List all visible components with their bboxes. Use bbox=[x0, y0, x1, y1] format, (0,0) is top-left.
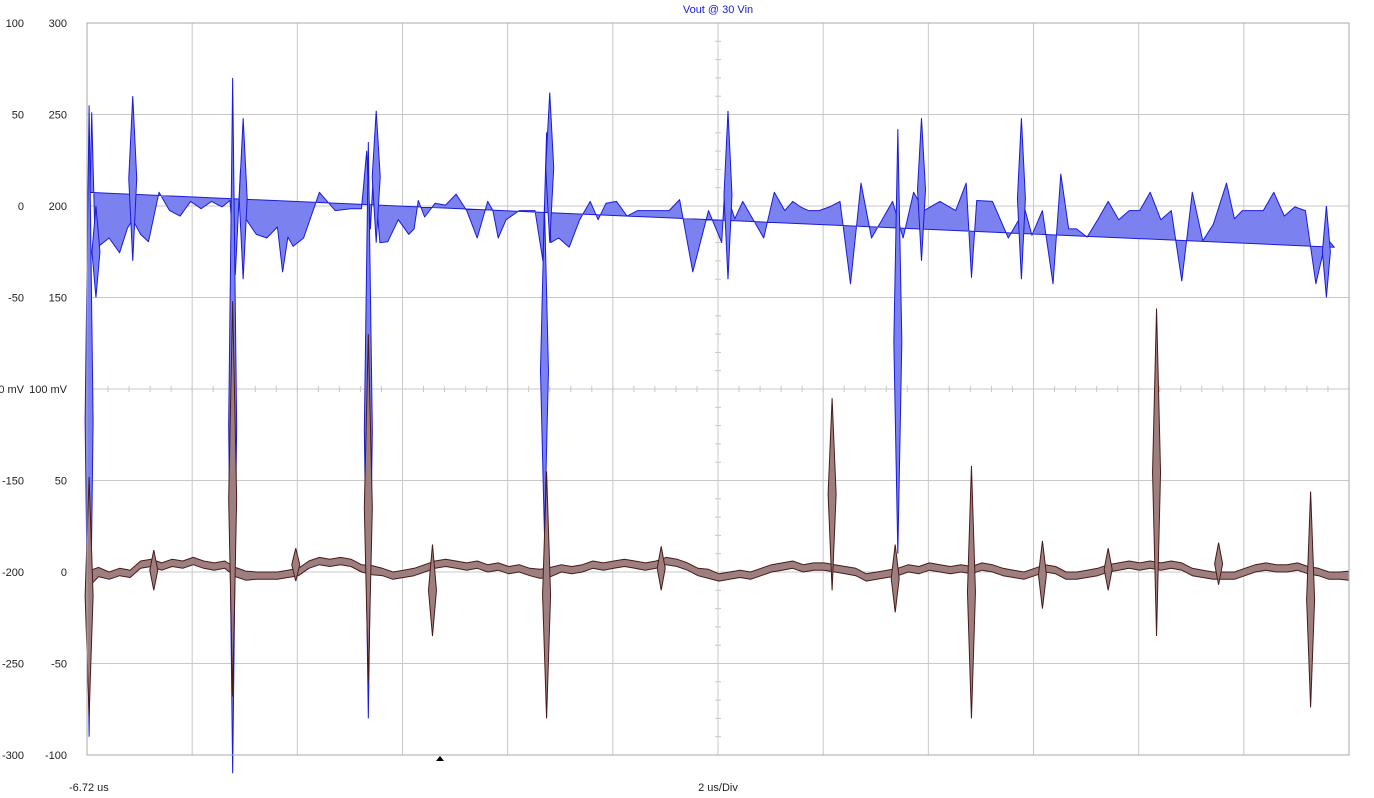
trace-spike-2 bbox=[363, 334, 373, 682]
trace-spike-1 bbox=[723, 110, 733, 280]
inner-axis-tick-label: 100 mV bbox=[29, 384, 68, 396]
time-start-label: -6.72 us bbox=[69, 782, 109, 794]
outer-axis-tick-label: -50 bbox=[8, 293, 24, 305]
trace-spike-1 bbox=[916, 118, 926, 261]
trace-spike-1 bbox=[1321, 205, 1331, 298]
time-scale-label: 2 us/Div bbox=[698, 782, 738, 794]
trace-spike-2 bbox=[1306, 491, 1316, 708]
outer-axis-tick-label: -150 bbox=[2, 476, 24, 488]
grid bbox=[86, 22, 1350, 756]
trace-spike-1 bbox=[893, 129, 903, 554]
trace-spike-1 bbox=[91, 205, 101, 298]
trace-spike-2 bbox=[1152, 308, 1162, 637]
inner-axis-tick-label: -50 bbox=[51, 659, 67, 671]
outer-axis-tick-label: -300 bbox=[2, 750, 24, 762]
trace-spike-1 bbox=[371, 110, 381, 243]
trigger-marker[interactable] bbox=[436, 756, 444, 761]
trace-spike-1 bbox=[238, 118, 248, 280]
trace-spike-2 bbox=[1037, 540, 1047, 609]
trace-spike-1 bbox=[1016, 118, 1026, 280]
outer-axis-tick-label: 100 bbox=[6, 18, 24, 30]
trace-spike-2 bbox=[542, 471, 552, 719]
outer-axis-tick-label: -200 bbox=[2, 567, 24, 579]
trace-spike-2 bbox=[827, 398, 837, 591]
outer-y-axis: 100 50 0 -50 -100 mV -150 -200 -250 -300 bbox=[0, 18, 25, 762]
trace-envelope-1 bbox=[86, 112, 1335, 285]
trace-spike-2 bbox=[966, 465, 976, 719]
trace-spike-2 bbox=[149, 549, 159, 591]
outer-axis-tick-label: 0 bbox=[18, 201, 24, 213]
trace-spike-1 bbox=[545, 92, 555, 243]
traces bbox=[84, 77, 1350, 774]
trace-spike-1 bbox=[128, 96, 138, 261]
trace-spike-2 bbox=[1214, 542, 1224, 585]
trace-spike-2 bbox=[890, 544, 900, 613]
outer-axis-tick-label: 50 bbox=[12, 110, 24, 122]
inner-axis-tick-label: 250 bbox=[49, 110, 67, 122]
inner-axis-tick-label: -100 bbox=[45, 750, 67, 762]
trace-spike-2 bbox=[427, 544, 437, 637]
plot-frame bbox=[86, 22, 1350, 756]
chart-title: Vout @ 30 Vin bbox=[683, 4, 753, 16]
trace-spike-2 bbox=[291, 548, 301, 582]
trace-spike-2 bbox=[656, 546, 666, 591]
trace-spike-2 bbox=[84, 476, 94, 715]
trace-spike-2 bbox=[1103, 548, 1113, 591]
inner-axis-tick-label: 200 bbox=[49, 201, 67, 213]
trace-spike-2 bbox=[228, 301, 238, 697]
inner-axis-tick-label: 300 bbox=[49, 18, 67, 30]
inner-y-axis: 300 250 200 150 100 mV 50 0 -50 -100 bbox=[29, 18, 68, 762]
outer-axis-tick-label: -100 mV bbox=[0, 384, 25, 396]
inner-axis-tick-label: 0 bbox=[61, 567, 67, 579]
outer-axis-tick-label: -250 bbox=[2, 659, 24, 671]
inner-axis-tick-label: 150 bbox=[49, 293, 67, 305]
inner-axis-tick-label: 50 bbox=[55, 476, 67, 488]
